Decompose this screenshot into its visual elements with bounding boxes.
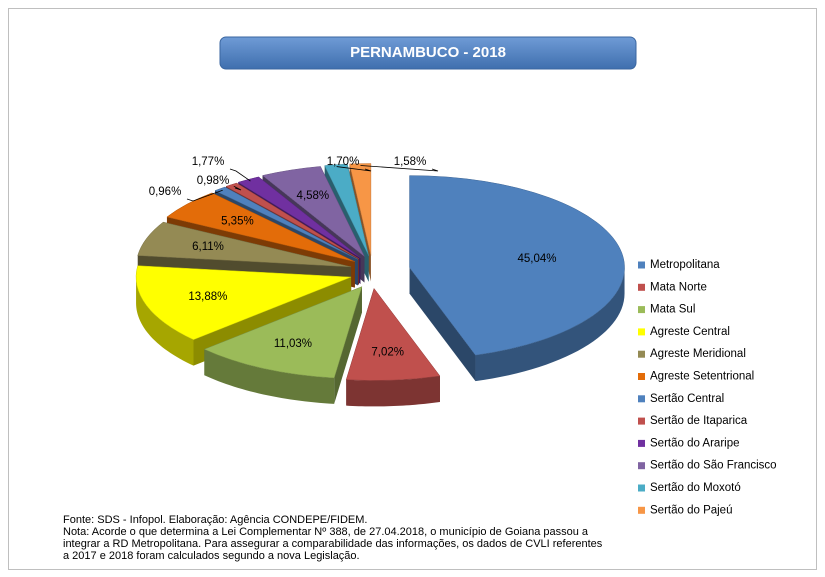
- legend-swatch: [638, 328, 645, 336]
- legend-label: Sertão Central: [650, 393, 724, 405]
- slice-top: [324, 163, 369, 256]
- footnote: Fonte: SDS - Infopol. Elaboração: Agênci…: [63, 514, 367, 526]
- pie: 45,04% 7,02% 11,03% 13,88% 6,11% 5,35% 0,96% 0,…: [135, 156, 625, 407]
- notes: Fonte: SDS - Infopol. Elaboração: Agênci…: [63, 514, 603, 562]
- data-label: 0,98%: [197, 175, 230, 187]
- legend-label: Sertão do Pajeú: [650, 504, 732, 516]
- legend-swatch: [638, 417, 645, 425]
- data-label: 13,88%: [188, 291, 227, 303]
- data-label: 45,04%: [517, 253, 556, 265]
- data-label: 5,35%: [221, 215, 254, 227]
- legend-swatch: [638, 261, 645, 269]
- slice-top: [135, 265, 352, 340]
- slice-top: [349, 163, 372, 256]
- legend-label: Agreste Meridional: [650, 348, 746, 360]
- legend-swatch: [638, 506, 645, 514]
- leader-line: [229, 168, 251, 182]
- footnote: a 2017 e 2018 foram calculados segundo a…: [63, 550, 360, 562]
- slice-wall: [136, 277, 194, 366]
- legend-label: Agreste Central: [650, 326, 730, 338]
- legend-swatch: [638, 439, 645, 447]
- footnote: Nota: Acorde o que determina a Lei Compl…: [63, 526, 589, 538]
- slice-top: [409, 175, 625, 356]
- legend: Metropolitana Mata Norte Mata Sul Agreste C…: [638, 259, 777, 516]
- legend-swatch: [638, 306, 645, 314]
- slice-top: [225, 182, 360, 259]
- legend-label: Mata Norte: [650, 281, 707, 293]
- legend-swatch: [638, 373, 645, 380]
- slice: [345, 287, 441, 407]
- slice-wall: [346, 375, 440, 407]
- slice-top: [345, 287, 441, 381]
- footnote: integrar a RD Metropolitana. Para assegu…: [63, 538, 603, 550]
- data-label: 4,58%: [297, 190, 330, 202]
- slice-top: [166, 192, 355, 262]
- leader-line: [360, 165, 439, 172]
- leader-line: [186, 189, 223, 202]
- slice-wall: [204, 349, 335, 404]
- slice-wall: [475, 267, 625, 382]
- slice: [409, 175, 625, 382]
- legend-label: Mata Sul: [650, 304, 695, 316]
- legend-label: Sertão do São Francisco: [650, 460, 777, 472]
- legend-swatch: [638, 350, 645, 358]
- leader-line: [233, 185, 242, 191]
- legend-label: Sertão de Itaparica: [650, 415, 748, 427]
- slice-face: [409, 267, 476, 382]
- leader-line: [336, 166, 372, 172]
- data-label: 6,11%: [192, 241, 224, 253]
- slice-top: [214, 186, 359, 260]
- legend-label: Agreste Setentrional: [650, 371, 754, 383]
- legend-swatch: [638, 484, 645, 492]
- slice-top: [203, 286, 363, 379]
- data-label: 1,70%: [327, 156, 360, 168]
- slice-face: [334, 286, 362, 404]
- chart-title: PERNAMBUCO - 2018: [350, 44, 506, 61]
- legend-swatch: [638, 395, 645, 403]
- data-label: 1,58%: [394, 156, 427, 168]
- slice-top: [261, 166, 365, 257]
- title-box: [219, 36, 637, 70]
- legend-label: Sertão do Moxotó: [650, 482, 741, 494]
- legend-label: Metropolitana: [650, 259, 720, 271]
- legend-label: Sertão do Araripe: [650, 437, 740, 449]
- data-label: 11,03%: [274, 338, 312, 350]
- data-label: 0,96%: [149, 186, 182, 198]
- slice-top: [137, 221, 352, 268]
- legend-swatch: [638, 283, 645, 291]
- slice: [203, 286, 363, 404]
- data-label: 1,77%: [192, 156, 225, 168]
- data-label: 7,02%: [371, 347, 404, 359]
- legend-swatch: [638, 462, 645, 470]
